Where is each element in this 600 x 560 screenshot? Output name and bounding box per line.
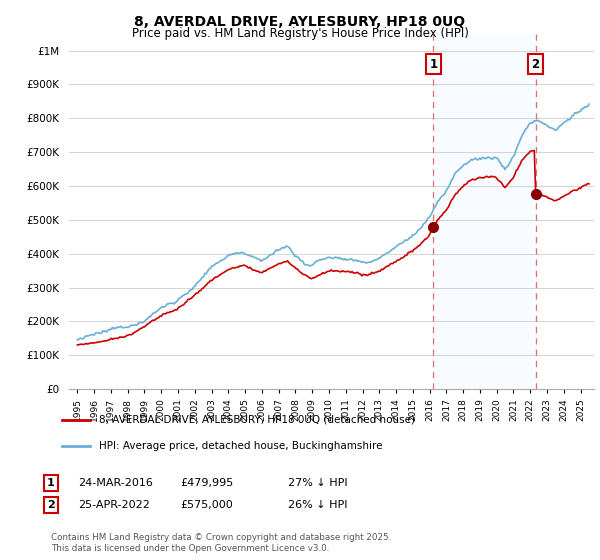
Text: 2: 2: [532, 58, 539, 71]
Text: 25-APR-2022: 25-APR-2022: [78, 500, 150, 510]
Text: 26% ↓ HPI: 26% ↓ HPI: [288, 500, 347, 510]
Text: 1: 1: [47, 478, 55, 488]
Text: HPI: Average price, detached house, Buckinghamshire: HPI: Average price, detached house, Buck…: [100, 441, 383, 451]
Text: 1: 1: [430, 58, 437, 71]
Text: 24-MAR-2016: 24-MAR-2016: [78, 478, 153, 488]
Text: Price paid vs. HM Land Registry's House Price Index (HPI): Price paid vs. HM Land Registry's House …: [131, 27, 469, 40]
Text: £479,995: £479,995: [180, 478, 233, 488]
Text: Contains HM Land Registry data © Crown copyright and database right 2025.
This d: Contains HM Land Registry data © Crown c…: [51, 533, 391, 553]
Text: 8, AVERDAL DRIVE, AYLESBURY, HP18 0UQ: 8, AVERDAL DRIVE, AYLESBURY, HP18 0UQ: [134, 15, 466, 29]
Text: 8, AVERDAL DRIVE, AYLESBURY, HP18 0UQ (detached house): 8, AVERDAL DRIVE, AYLESBURY, HP18 0UQ (d…: [100, 414, 415, 424]
Text: 2: 2: [47, 500, 55, 510]
Text: £575,000: £575,000: [180, 500, 233, 510]
Bar: [433, 34, 536, 389]
Text: 27% ↓ HPI: 27% ↓ HPI: [288, 478, 347, 488]
